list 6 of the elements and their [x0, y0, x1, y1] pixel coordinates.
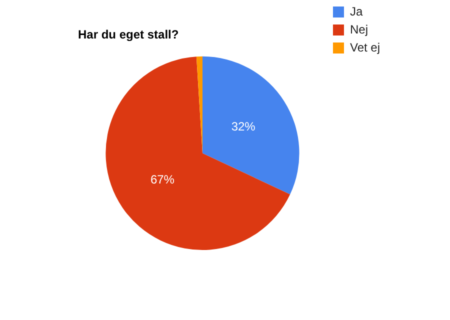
legend-label: Ja: [350, 4, 363, 18]
data-label: 67%: [150, 172, 175, 187]
text: Har du eget stall?: [78, 28, 179, 42]
data-label: 32%: [231, 120, 256, 134]
legend-label: Nej: [350, 22, 368, 36]
legend-label: Vet ej: [350, 40, 380, 54]
